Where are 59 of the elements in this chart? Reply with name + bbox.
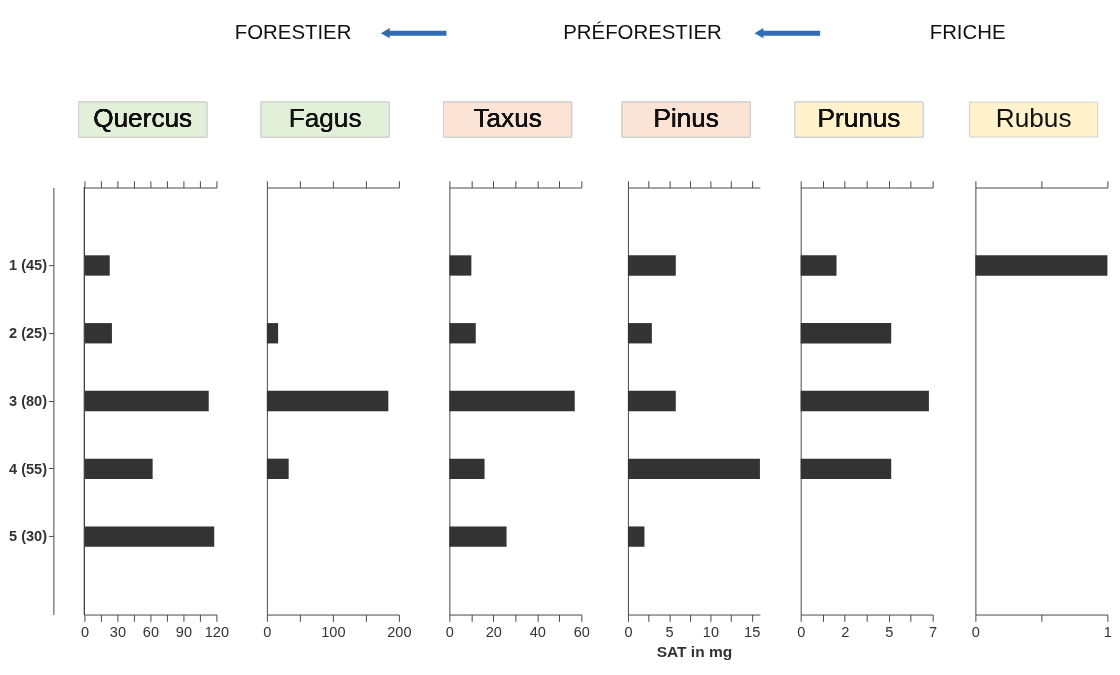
y-tick-label: 4 (55) xyxy=(9,460,48,477)
chart-title: Pinus xyxy=(653,103,719,134)
chart-title: Prunus xyxy=(817,103,901,134)
x-tick-label: 2 xyxy=(841,624,850,641)
chart-title: Quercus xyxy=(93,103,193,134)
bar xyxy=(266,390,389,412)
x-tick-label: 40 xyxy=(529,624,546,641)
bar xyxy=(627,255,676,276)
x-tick-label: 0 xyxy=(971,624,980,641)
bar xyxy=(84,390,209,412)
x-tick-label: 10 xyxy=(702,624,720,641)
text: FRICHE xyxy=(929,21,1006,44)
bar xyxy=(84,526,215,547)
y-tick-label: 1 (45) xyxy=(9,257,48,274)
x-tick-label: 60 xyxy=(573,624,590,641)
x-tick-label: 60 xyxy=(142,624,160,641)
x-tick-label: 120 xyxy=(204,624,230,641)
chart-title: Fagus xyxy=(288,103,362,134)
bar xyxy=(84,458,153,479)
bar xyxy=(449,458,485,479)
bar xyxy=(84,323,112,344)
x-tick-label: 0 xyxy=(263,624,272,641)
bar xyxy=(449,323,476,344)
bar xyxy=(84,255,110,276)
y-tick-label: 3 (80) xyxy=(9,392,48,409)
x-tick-label: 5 xyxy=(665,624,674,641)
x-tick-label: 15 xyxy=(744,624,761,641)
text: PRÉFORESTIER xyxy=(563,21,722,44)
bar xyxy=(627,458,760,479)
bar xyxy=(266,458,289,479)
x-tick-label: 30 xyxy=(109,624,127,641)
bar xyxy=(449,255,472,276)
bar xyxy=(627,323,652,344)
bar xyxy=(800,323,892,344)
bar xyxy=(800,390,929,412)
chart-title: Taxus xyxy=(473,103,542,134)
y-tick-label: 5 (30) xyxy=(9,528,48,545)
bar xyxy=(449,390,575,412)
x-tick-label: 5 xyxy=(885,624,894,641)
x-tick-label: 20 xyxy=(485,624,502,641)
x-tick-label: 100 xyxy=(321,624,346,641)
x-tick-label: 90 xyxy=(175,624,193,641)
text: FORESTIER xyxy=(234,21,352,44)
bar xyxy=(800,458,892,479)
bar xyxy=(449,526,507,547)
x-tick-label: 0 xyxy=(445,624,454,641)
bar xyxy=(627,526,645,547)
bar xyxy=(627,390,676,412)
x-tick-label: 200 xyxy=(387,624,412,641)
x-tick-label: 7 xyxy=(929,624,938,641)
y-tick-label: 2 (25) xyxy=(9,325,48,342)
x-axis-title: SAT in mg xyxy=(656,642,733,660)
chart-title: Rubus xyxy=(995,103,1072,134)
x-tick-label: 0 xyxy=(80,624,89,641)
x-tick-label: 1 xyxy=(1103,624,1112,641)
x-tick-label: 0 xyxy=(624,624,633,641)
bar xyxy=(266,323,279,344)
x-tick-label: 0 xyxy=(797,624,806,641)
bar xyxy=(800,255,837,276)
